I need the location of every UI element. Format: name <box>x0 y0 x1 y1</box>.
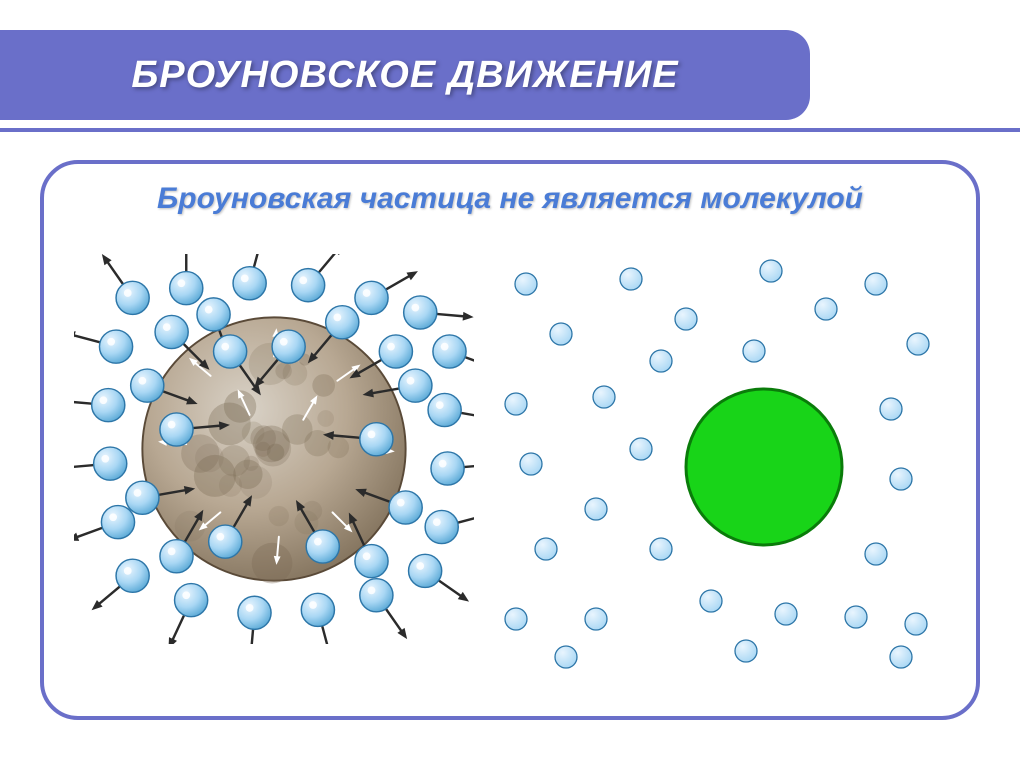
molecule-small <box>865 543 887 565</box>
molecule <box>99 330 132 363</box>
molecule-small <box>505 393 527 415</box>
molecule-small <box>865 273 887 295</box>
molecule-small <box>907 333 929 355</box>
molecule-small <box>675 308 697 330</box>
molecule <box>326 306 359 339</box>
green-particle-with-sparse-molecules-diagram <box>486 249 946 669</box>
molecule <box>306 530 339 563</box>
molecule <box>233 267 266 300</box>
molecule-small <box>650 350 672 372</box>
molecule-small <box>743 340 765 362</box>
molecule <box>360 423 393 456</box>
molecule <box>197 298 230 331</box>
molecule <box>428 393 461 426</box>
molecule <box>409 554 442 587</box>
molecule <box>238 596 271 629</box>
molecule <box>116 559 149 592</box>
molecule <box>399 369 432 402</box>
molecule-small <box>630 438 652 460</box>
molecule <box>209 525 242 558</box>
subtitle: Броуновская частица не является молекуло… <box>44 182 976 216</box>
molecule-small <box>535 538 557 560</box>
molecule-small <box>890 646 912 668</box>
molecule-small <box>650 538 672 560</box>
molecule-small <box>585 608 607 630</box>
molecule-small <box>700 590 722 612</box>
molecule <box>355 281 388 314</box>
molecule <box>131 369 164 402</box>
molecule <box>292 269 325 302</box>
molecule-small <box>550 323 572 345</box>
molecule <box>360 579 393 612</box>
molecule <box>101 506 134 539</box>
molecule-small <box>775 603 797 625</box>
molecule <box>433 335 466 368</box>
title-underline <box>0 128 1020 132</box>
molecule-small <box>520 453 542 475</box>
molecule <box>301 593 334 626</box>
right-diagram <box>486 249 946 669</box>
molecule <box>175 584 208 617</box>
molecule-small <box>735 640 757 662</box>
molecule-small <box>890 468 912 490</box>
title-bar: БРОУНОВСКОЕ ДВИЖЕНИЕ <box>0 30 810 120</box>
molecule-small <box>585 498 607 520</box>
molecule-small <box>620 268 642 290</box>
molecule <box>92 389 125 422</box>
brownian-particle-with-molecules-diagram <box>74 254 474 644</box>
molecule <box>431 452 464 485</box>
molecule <box>404 296 437 329</box>
molecule-small <box>905 613 927 635</box>
molecule <box>379 335 412 368</box>
molecule <box>272 330 305 363</box>
molecule <box>170 272 203 305</box>
molecule <box>160 413 193 446</box>
molecule-small <box>815 298 837 320</box>
molecule <box>214 335 247 368</box>
molecule-small <box>593 386 615 408</box>
molecule <box>389 491 422 524</box>
slide-title: БРОУНОВСКОЕ ДВИЖЕНИЕ <box>131 54 678 97</box>
molecule-small <box>515 273 537 295</box>
molecule-small <box>555 646 577 668</box>
molecule-small <box>880 398 902 420</box>
molecule <box>160 540 193 573</box>
molecule <box>116 281 149 314</box>
molecule <box>155 315 188 348</box>
left-diagram <box>74 254 474 644</box>
molecule <box>94 447 127 480</box>
content-frame: Броуновская частица не является молекуло… <box>40 160 980 720</box>
molecule-small <box>505 608 527 630</box>
molecule <box>355 545 388 578</box>
molecule-small <box>845 606 867 628</box>
green-particle <box>686 389 842 545</box>
molecule <box>425 510 458 543</box>
molecule <box>126 481 159 514</box>
molecule-small <box>760 260 782 282</box>
